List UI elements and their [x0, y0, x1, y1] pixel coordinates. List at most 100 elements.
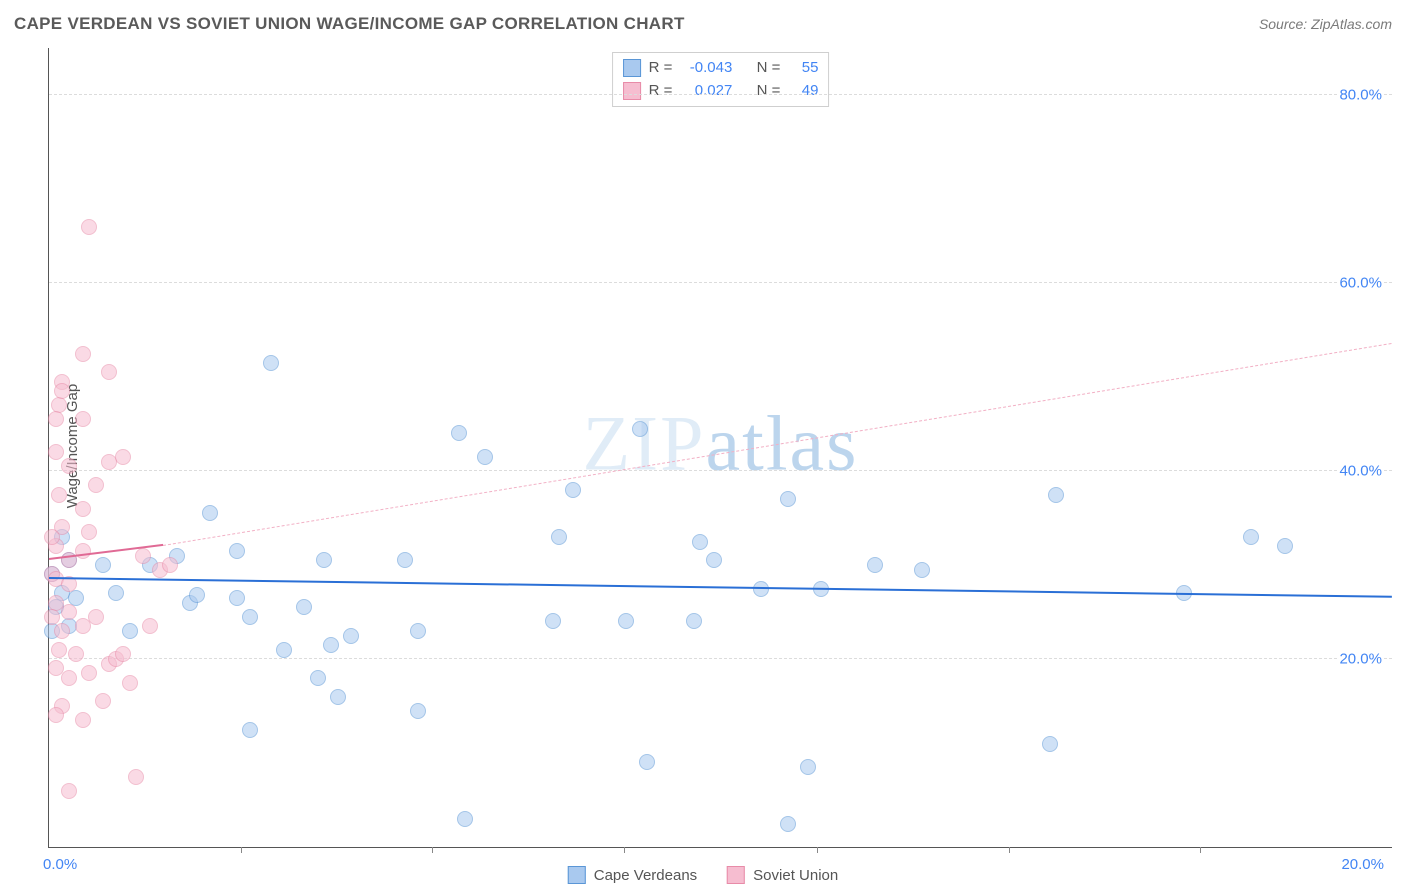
x-tick-label: 0.0%	[43, 856, 77, 873]
scatter-point-soviet_union	[162, 557, 178, 573]
scatter-point-cape_verdeans	[202, 505, 218, 521]
scatter-point-soviet_union	[51, 642, 67, 658]
scatter-point-cape_verdeans	[457, 811, 473, 827]
scatter-point-soviet_union	[88, 477, 104, 493]
scatter-point-cape_verdeans	[296, 599, 312, 615]
scatter-point-cape_verdeans	[108, 585, 124, 601]
stat-r-value: -0.043	[680, 57, 732, 80]
y-tick-label: 60.0%	[1337, 275, 1384, 292]
scatter-point-soviet_union	[88, 609, 104, 625]
scatter-point-cape_verdeans	[122, 623, 138, 639]
x-tick	[1200, 847, 1201, 853]
scatter-point-cape_verdeans	[551, 529, 567, 545]
legend-swatch	[568, 866, 586, 884]
trend-line	[49, 577, 1392, 598]
stat-row: R =-0.043 N =55	[623, 57, 819, 80]
y-tick-label: 40.0%	[1337, 463, 1384, 480]
scatter-point-cape_verdeans	[1048, 487, 1064, 503]
legend: Cape Verdeans Soviet Union	[568, 866, 838, 884]
scatter-point-cape_verdeans	[263, 355, 279, 371]
scatter-point-soviet_union	[48, 444, 64, 460]
scatter-point-soviet_union	[48, 707, 64, 723]
scatter-point-cape_verdeans	[800, 759, 816, 775]
stat-r-value: 0.027	[680, 80, 732, 103]
scatter-point-cape_verdeans	[229, 590, 245, 606]
watermark: ZIPatlas	[583, 398, 859, 488]
scatter-point-cape_verdeans	[639, 754, 655, 770]
scatter-point-soviet_union	[68, 646, 84, 662]
scatter-point-soviet_union	[75, 712, 91, 728]
scatter-point-cape_verdeans	[706, 552, 722, 568]
stat-n-value: 55	[788, 57, 818, 80]
scatter-point-soviet_union	[44, 529, 60, 545]
legend-label: Soviet Union	[753, 867, 838, 884]
scatter-point-soviet_union	[128, 769, 144, 785]
stat-row: R = 0.027 N = 49	[623, 80, 819, 103]
legend-swatch	[727, 866, 745, 884]
scatter-point-soviet_union	[54, 623, 70, 639]
x-tick-label: 20.0%	[1341, 856, 1384, 873]
scatter-point-cape_verdeans	[686, 613, 702, 629]
chart-title: CAPE VERDEAN VS SOVIET UNION WAGE/INCOME…	[14, 14, 685, 34]
x-tick	[817, 847, 818, 853]
scatter-point-cape_verdeans	[242, 722, 258, 738]
scatter-point-cape_verdeans	[780, 816, 796, 832]
stat-n-value: 49	[788, 80, 818, 103]
scatter-point-cape_verdeans	[95, 557, 111, 573]
stat-r-label: R =	[649, 57, 673, 80]
scatter-point-soviet_union	[81, 665, 97, 681]
scatter-point-cape_verdeans	[330, 689, 346, 705]
scatter-point-soviet_union	[115, 449, 131, 465]
scatter-point-soviet_union	[122, 675, 138, 691]
scatter-point-cape_verdeans	[1042, 736, 1058, 752]
scatter-point-cape_verdeans	[310, 670, 326, 686]
scatter-point-soviet_union	[115, 646, 131, 662]
scatter-point-cape_verdeans	[692, 534, 708, 550]
legend-item: Soviet Union	[727, 866, 838, 884]
chart-source: Source: ZipAtlas.com	[1259, 16, 1392, 32]
scatter-point-cape_verdeans	[410, 623, 426, 639]
scatter-point-cape_verdeans	[397, 552, 413, 568]
scatter-point-soviet_union	[75, 346, 91, 362]
scatter-point-cape_verdeans	[914, 562, 930, 578]
scatter-point-cape_verdeans	[276, 642, 292, 658]
plot-area: ZIPatlas R = -0.043 N = 55R = 0.027 N = 49 2…	[48, 48, 1392, 848]
x-tick	[432, 847, 433, 853]
chart-header: CAPE VERDEAN VS SOVIET UNION WAGE/INCOME…	[14, 14, 1392, 34]
stat-r-label: R =	[649, 80, 673, 103]
stat-swatch	[623, 82, 641, 100]
scatter-point-cape_verdeans	[1277, 538, 1293, 554]
scatter-point-soviet_union	[54, 383, 70, 399]
y-tick-label: 20.0%	[1337, 651, 1384, 668]
scatter-point-cape_verdeans	[323, 637, 339, 653]
scatter-point-soviet_union	[61, 783, 77, 799]
scatter-point-cape_verdeans	[867, 557, 883, 573]
x-tick	[241, 847, 242, 853]
scatter-point-cape_verdeans	[189, 587, 205, 603]
x-tick	[624, 847, 625, 853]
stat-n-label: N =	[757, 80, 781, 103]
scatter-point-cape_verdeans	[410, 703, 426, 719]
scatter-point-cape_verdeans	[545, 613, 561, 629]
scatter-point-cape_verdeans	[632, 421, 648, 437]
scatter-point-soviet_union	[95, 693, 111, 709]
stat-swatch	[623, 59, 641, 77]
legend-label: Cape Verdeans	[594, 867, 697, 884]
scatter-point-soviet_union	[61, 670, 77, 686]
scatter-point-soviet_union	[75, 501, 91, 517]
scatter-point-soviet_union	[101, 364, 117, 380]
scatter-point-cape_verdeans	[780, 491, 796, 507]
scatter-point-soviet_union	[75, 411, 91, 427]
gridline	[49, 658, 1392, 659]
scatter-point-cape_verdeans	[343, 628, 359, 644]
legend-item: Cape Verdeans	[568, 866, 697, 884]
scatter-point-soviet_union	[48, 411, 64, 427]
scatter-point-cape_verdeans	[618, 613, 634, 629]
scatter-point-soviet_union	[51, 487, 67, 503]
scatter-point-soviet_union	[135, 548, 151, 564]
scatter-point-cape_verdeans	[477, 449, 493, 465]
gridline	[49, 470, 1392, 471]
scatter-point-soviet_union	[142, 618, 158, 634]
scatter-point-soviet_union	[44, 609, 60, 625]
scatter-point-cape_verdeans	[242, 609, 258, 625]
